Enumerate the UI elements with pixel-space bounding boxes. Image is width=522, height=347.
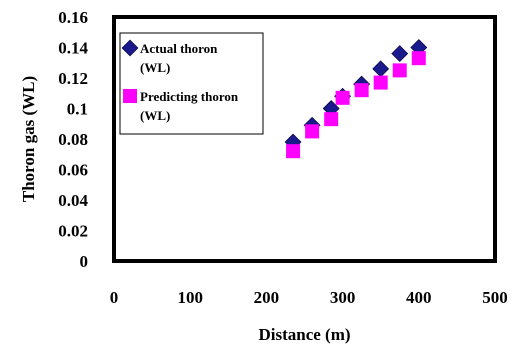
y-tick-label: 0.16 (58, 8, 88, 27)
y-tick-label: 0 (80, 252, 89, 271)
x-tick-label: 100 (177, 288, 203, 307)
y-tick-label: 0.1 (67, 100, 88, 119)
y-tick-label: 0.12 (58, 69, 88, 88)
actual-thoron-point (391, 45, 409, 63)
predicting-thoron-point (324, 112, 339, 127)
legend-label: Predicting thoron (140, 89, 239, 104)
predicting-thoron-point (354, 83, 369, 98)
y-axis-title: Thoron gas (WL) (19, 76, 38, 202)
legend-diamond-marker (121, 39, 139, 57)
y-tick-label: 0.08 (58, 130, 88, 149)
legend-square-marker (123, 89, 137, 103)
predicting-thoron-point (305, 124, 320, 139)
y-tick-label: 0.06 (58, 161, 88, 180)
series-square-points (286, 51, 426, 159)
predicting-thoron-point (392, 63, 407, 78)
predicting-thoron-point (335, 90, 350, 105)
x-tick-label: 500 (482, 288, 508, 307)
x-tick-label: 400 (406, 288, 432, 307)
predicting-thoron-point (373, 75, 388, 90)
y-tick-label: 0.14 (58, 39, 88, 58)
y-tick-label: 0.04 (58, 191, 88, 210)
actual-thoron-point (372, 60, 390, 78)
legend-label: (WL) (140, 60, 170, 75)
plot-area-frame (112, 15, 497, 263)
x-tick-label: 200 (254, 288, 280, 307)
y-tick-label: 0.02 (58, 222, 88, 241)
predicting-thoron-point (411, 51, 426, 66)
predicting-thoron-point (286, 144, 301, 159)
legend-box (119, 32, 264, 135)
x-axis-title: Distance (m) (258, 325, 350, 344)
x-tick-label: 0 (110, 288, 119, 307)
legend-label: (WL) (140, 108, 170, 123)
x-tick-label: 300 (330, 288, 356, 307)
legend: Actual thoron (WL) Predicting thoron (WL) (119, 32, 264, 135)
legend-label: Actual thoron (140, 41, 218, 56)
